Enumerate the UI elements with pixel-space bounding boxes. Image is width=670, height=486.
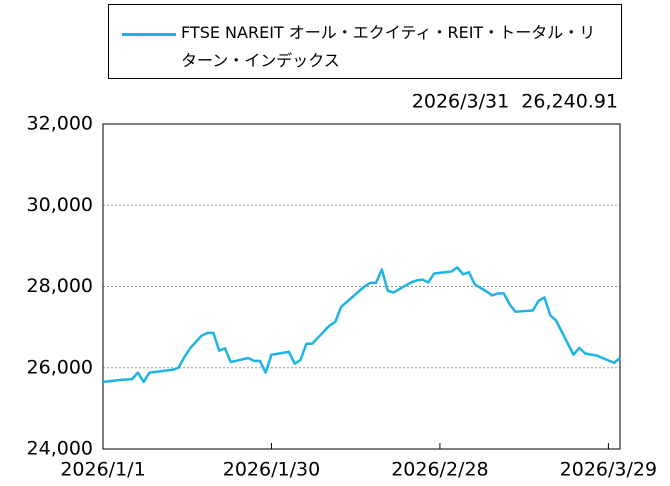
x-tick-label: 2026/1/30: [223, 459, 320, 481]
y-tick-label: 28,000: [27, 275, 93, 297]
series-line: [102, 266, 621, 384]
y-tick-label: 24,000: [27, 438, 93, 460]
legend: FTSE NAREIT オール・エクイティ・REIT・トータル・リターン・インデ…: [108, 4, 622, 79]
x-tick-label: 2026/2/28: [391, 459, 488, 481]
legend-label: FTSE NAREIT オール・エクイティ・REIT・トータル・リターン・インデ…: [181, 23, 596, 70]
legend-swatch: [122, 33, 176, 36]
x-tick-label: 2026/1/1: [60, 459, 145, 481]
y-tick-label: 32,000: [27, 113, 93, 135]
x-tick-label: 2026/3/29: [560, 459, 657, 481]
plot-frame: [102, 123, 621, 450]
annotation: 2026/3/31 26,240.91: [412, 91, 618, 113]
y-tick-label: 26,000: [27, 356, 93, 378]
y-tick-label: 30,000: [27, 194, 93, 216]
